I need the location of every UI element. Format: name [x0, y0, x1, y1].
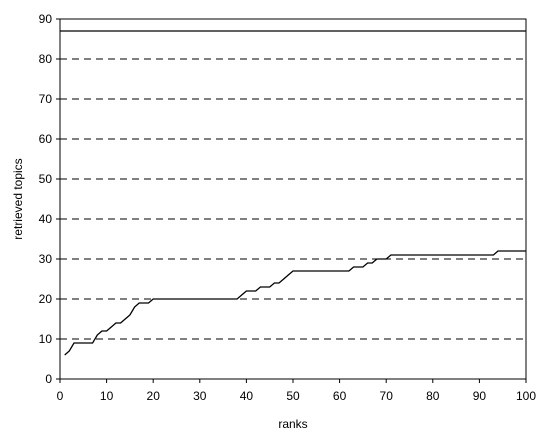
x-tick-label: 60 [333, 389, 347, 403]
x-tick-label: 80 [426, 389, 440, 403]
x-tick-label: 100 [516, 389, 536, 403]
x-tick-label: 20 [147, 389, 161, 403]
y-tick-label: 50 [39, 172, 53, 186]
y-tick-label: 0 [45, 372, 52, 386]
plot-area-frame [59, 18, 527, 380]
x-tick-label: 70 [380, 389, 394, 403]
grid-lines [60, 58, 526, 340]
x-tick-label: 40 [240, 389, 254, 403]
y-tick-label: 30 [39, 252, 53, 266]
x-tick-label: 30 [193, 389, 207, 403]
x-tick-label: 90 [473, 389, 487, 403]
y-tick-label: 90 [39, 12, 53, 26]
y-axis-title: retrieved topics [11, 158, 25, 239]
y-tick-label: 80 [39, 52, 53, 66]
y-tick-label: 10 [39, 332, 53, 346]
x-axis-title: ranks [278, 417, 307, 431]
y-tick-label: 20 [39, 292, 53, 306]
x-tick-label: 10 [100, 389, 114, 403]
y-tick-label: 40 [39, 212, 53, 226]
y-tick-label: 60 [39, 132, 53, 146]
x-tick-label: 0 [57, 389, 64, 403]
series-line-2 [64, 250, 526, 356]
series-lines [60, 30, 526, 356]
y-tick-label: 70 [39, 92, 53, 106]
axis-ticks: 0 10 20 30 40 50 60 70 80 90 0 10 20 30 40 50 60 70 80 90 10… [39, 12, 537, 403]
x-tick-label: 50 [286, 389, 300, 403]
